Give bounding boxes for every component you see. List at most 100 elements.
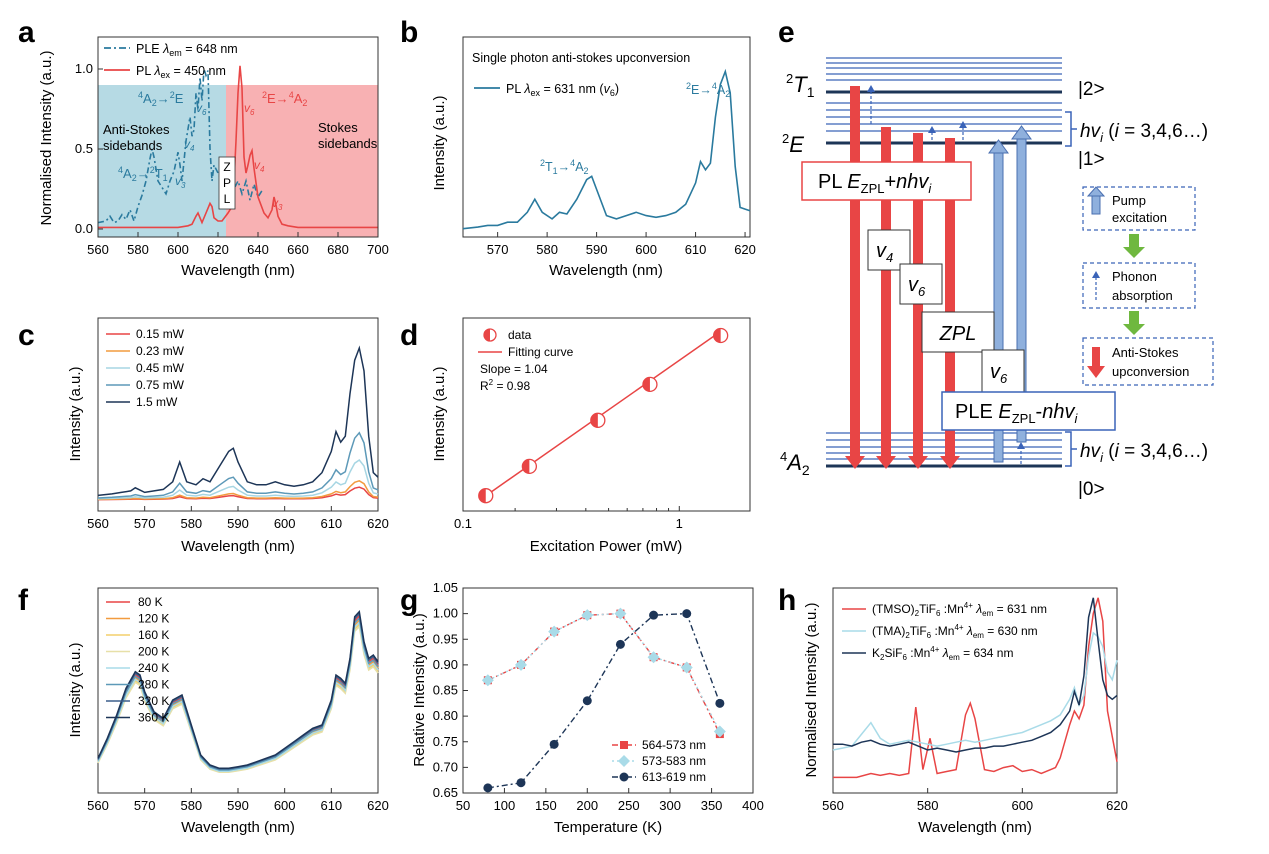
plot-frame: [832, 587, 1118, 794]
x-tick-label: 0.1: [454, 516, 472, 531]
anti-stokes-region: [98, 85, 226, 237]
arrow-head: [1092, 271, 1100, 278]
x-tick-label: 570: [134, 516, 156, 531]
arrow-head: [876, 456, 896, 469]
x-tick-label: 620: [734, 242, 756, 257]
v4-box: [867, 229, 911, 271]
zpl-box-e: [921, 311, 995, 353]
transition-e-a2: 2E→4A2: [686, 81, 730, 99]
data-point: [715, 698, 725, 708]
panel-g: g 50 100 150 200 250 300 350 400 0.65 0.70 0.75 0.8…: [400, 580, 764, 836]
arrow-head: [867, 85, 875, 92]
panel-letter: h: [778, 584, 796, 617]
plot-frame: [97, 36, 379, 238]
y-tick-label: 0.70: [433, 759, 458, 774]
transition-pl: 2E→4A2: [262, 90, 307, 108]
x-tick-label: 1: [676, 516, 683, 531]
legend-label: 613-619 nm: [642, 770, 706, 784]
x-tick-label: 570: [487, 242, 509, 257]
green-arrow-icon: [1129, 311, 1139, 325]
mode-v6-red: v6: [244, 101, 255, 117]
transition-ple-t1: 4A2→2T1: [118, 165, 168, 183]
legend-data: data: [508, 328, 532, 342]
legend-tmso: (TMSO)2TiF6 :Mn4+ λem = 631 nm: [872, 601, 1047, 618]
legend-fit: Fitting curve: [508, 345, 574, 359]
legend-label: 360 K: [138, 711, 169, 725]
level-label-t1: 2T1: [786, 71, 815, 100]
x-axis-label: Wavelength (nm): [549, 262, 663, 279]
panel-b: b 570 580 590 600 610 620 Wavelength (nm) Int…: [400, 16, 756, 279]
mechanism-legend: Pump excitation Phonon absorption Anti-S…: [1082, 186, 1214, 386]
data-point: [581, 609, 594, 622]
level-label-e: 2E: [782, 131, 804, 157]
plot-b-curves: [462, 68, 751, 230]
x-tick-label: 250: [618, 798, 640, 813]
x-tick-label: 590: [586, 242, 608, 257]
arrow-head: [1086, 186, 1106, 197]
x-tick-label: 580: [180, 798, 202, 813]
x-tick-label: 610: [320, 516, 342, 531]
arrow-head: [1123, 324, 1145, 335]
x-tick-label: 350: [701, 798, 723, 813]
plot-frame: [462, 317, 751, 512]
phonon-arrows: [867, 85, 1025, 464]
data-point-half: [478, 488, 486, 503]
pl-energy-box: [801, 161, 972, 201]
series-line: [833, 597, 1118, 753]
legend-label: 80 K: [138, 595, 163, 609]
level-label-a2: 4A2: [780, 449, 810, 478]
green-arrow-icon: [1129, 234, 1139, 248]
data-point: [483, 783, 493, 793]
plot-f-curves: [97, 610, 379, 774]
axis-ticks: 560 570 580 590 600 610 620: [87, 788, 389, 813]
y-axis-label: Relative Intensity (a.u.): [411, 613, 428, 766]
legend: (TMSO)2TiF6 :Mn4+ λem = 631 nm (TMA)2TiF…: [842, 601, 1047, 662]
y-tick-label: 0.5: [75, 141, 93, 156]
legend: 80 K 120 K 160 K 200 K 240 K 280 K 320 K 360 K: [106, 595, 169, 725]
y-axis-label: Normalised Intensity (a.u.): [803, 602, 820, 777]
slope-text: Slope = 1.04: [480, 362, 548, 376]
plot-d-data: [478, 327, 729, 504]
x-tick-label: 620: [207, 242, 229, 257]
data-point: [647, 651, 660, 664]
series-line: [832, 631, 1118, 751]
legend-marker: [618, 755, 630, 767]
panel-letter: c: [18, 319, 35, 352]
legend-label: 320 K: [138, 694, 169, 708]
x-tick-label: 620: [1106, 798, 1128, 813]
x-tick-label: 590: [227, 516, 249, 531]
panel-c: c 560 570 580 590 600 610 620 Wavelength (nm) …: [18, 317, 389, 555]
legend-label: 0.75 mW: [136, 378, 185, 392]
zpl-box: [218, 156, 236, 210]
x-tick-label: 580: [180, 516, 202, 531]
x-tick-label: 600: [274, 516, 296, 531]
legend-label: 573-583 nm: [642, 754, 706, 768]
v6-box-1: [899, 263, 943, 305]
y-axis-label: Intensity (a.u.): [431, 366, 448, 461]
y-tick-label: 1.00: [433, 606, 458, 621]
axis-ticks: 560 570 580 590 600 610 620: [87, 506, 389, 531]
x-tick-label: 610: [320, 798, 342, 813]
mode-v4-red: v4: [254, 158, 265, 174]
stokes-label: Stokes: [318, 120, 358, 135]
series-line: [97, 610, 379, 770]
x-tick-label: 100: [494, 798, 516, 813]
zpl-label-e: ZPL: [939, 323, 977, 345]
arrow-pl-4: [945, 138, 955, 456]
arrow-pl-1: [850, 86, 860, 456]
data-point: [615, 639, 625, 649]
transition-ple-e: 4A2→2E: [138, 90, 184, 108]
axis-ticks: 570 580 590 600 610 620: [487, 232, 756, 257]
zpl-letter-l: L: [224, 192, 231, 206]
panel-e: e 2T1 2E 4A2 |2> |1> |0> hvi (i = 3,4,6……: [778, 16, 1214, 500]
y-tick-label: 0.75: [433, 734, 458, 749]
legend-marker-half: [484, 329, 490, 341]
series-line: [487, 612, 721, 789]
y-tick-label: 0.65: [433, 785, 458, 800]
arrow-head: [928, 126, 936, 133]
transition-t1-a2: 2T1→4A2: [540, 158, 589, 176]
y-tick-label: 1.05: [433, 580, 458, 595]
legend-phonon-2: absorption: [1112, 288, 1173, 303]
x-tick-label: 560: [87, 516, 109, 531]
legend-marker: [620, 741, 628, 749]
